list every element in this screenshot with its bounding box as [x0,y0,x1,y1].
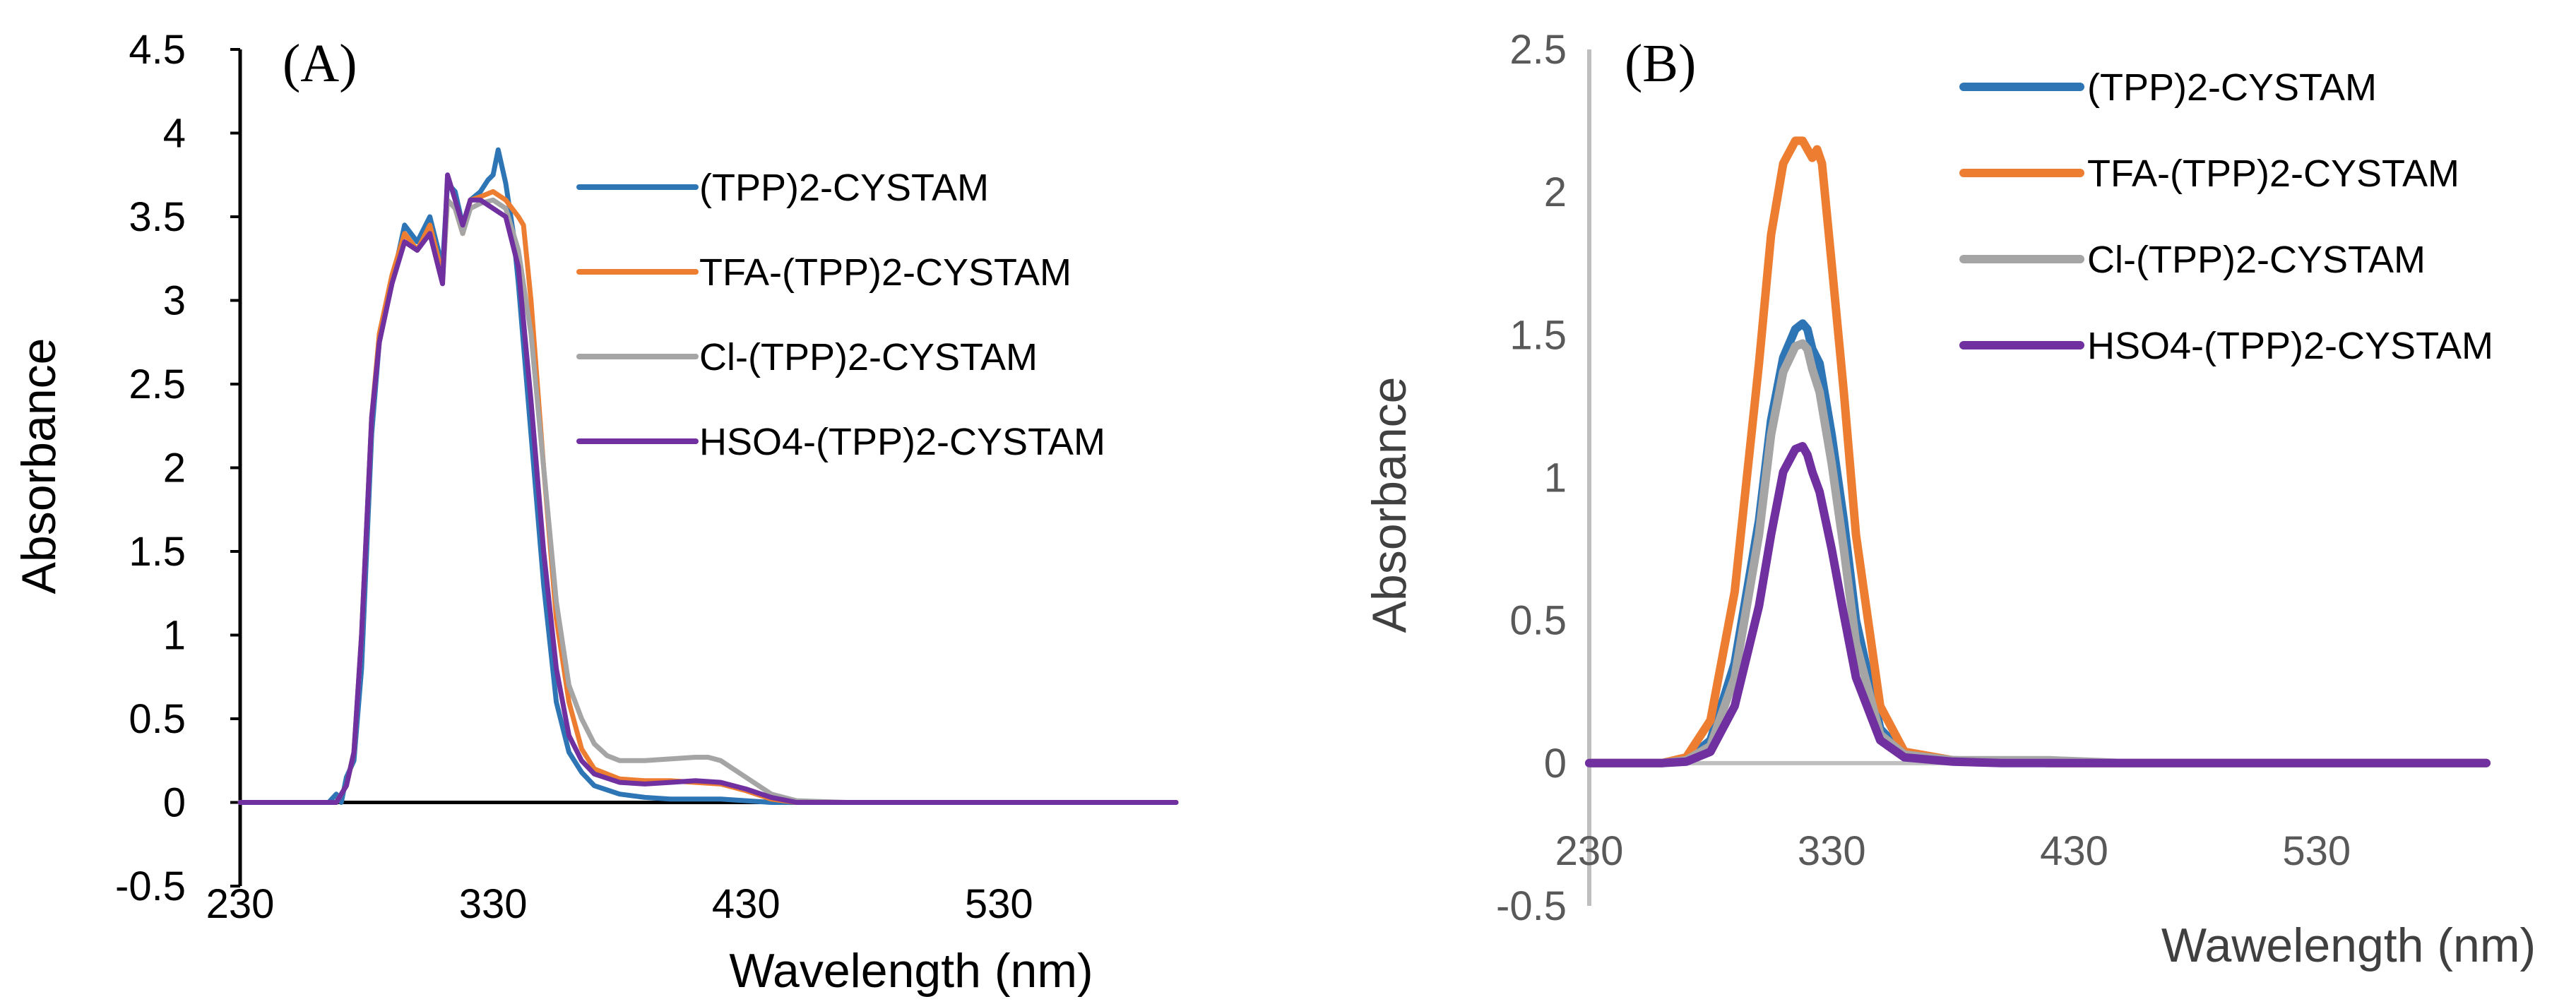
chart-a-x-tick-label: 430 [712,881,780,927]
chart-b-series-line-2 [1585,136,2491,767]
chart-b-series-line-3 [1585,339,2491,767]
chart-a-series [237,147,1179,805]
chart-a-y-tick-label: 1.5 [129,529,186,575]
chart-b-x-tick-label: 230 [1555,828,1624,874]
chart-b-y-tick-label: 1 [1544,455,1567,501]
chart-a-y-tick-label: 0.5 [129,696,186,742]
chart-a-y-tick-label: 3 [163,278,186,324]
chart-a-y-tick-label: 2 [163,446,186,491]
chart-b-legend: (TPP)2-CYSTAM TFA-(TPP)2-CYSTAM Cl-(TPP)2-… [1959,66,2493,367]
chart-b-legend-label-4: HSO4-(TPP)2-CYSTAM [2087,325,2493,367]
chart-a-x-tick-label: 230 [206,881,275,927]
chart-b-x-tick-label: 430 [2040,828,2108,874]
chart-a-legend-label-4: HSO4-(TPP)2-CYSTAM [699,421,1105,463]
chart-a-x-axis-title: Wavelength (nm) [729,944,1093,998]
chart-a: -0.5 0 0.5 1 1.5 2 2.5 3 3.5 4 4.5 230 330 430 530 (TP… [12,27,1179,998]
chart-b-series-line-4 [1585,442,2491,767]
chart-b-y-axis-title: Absorbance [1363,377,1416,633]
chart-a-y-axis-title: Absorbance [12,338,66,594]
chart-a-y-tick-label: 1 [163,613,186,659]
chart-a-y-tick-label: 4.5 [129,27,186,73]
chart-b-x-tick-label: 530 [2282,828,2351,874]
chart-b-x-axis-title: Wawelength (nm) [2161,919,2536,972]
chart-b-y-tick-label: 2.5 [1509,27,1567,73]
chart-b-legend-label-3: Cl-(TPP)2-CYSTAM [2087,239,2426,281]
chart-b-y-tick-label: 1.5 [1509,312,1567,358]
chart-a-legend-label-2: TFA-(TPP)2-CYSTAM [699,251,1072,294]
chart-a-x-tick-label: 330 [459,881,528,927]
chart-a-y-tick-label: 4 [163,111,186,157]
chart-a-y-tick-label: 0 [163,780,186,826]
chart-b-y-tick-label: -0.5 [1496,883,1567,929]
chart-b-series [1585,136,2491,767]
chart-a-series-line-1 [237,147,1179,805]
chart-a-panel-label: (A) [283,34,357,93]
chart-a-y-tick-label: -0.5 [115,863,186,909]
chart-a-y-tick-label: 2.5 [129,361,186,407]
chart-a-legend-label-3: Cl-(TPP)2-CYSTAM [699,336,1038,378]
chart-a-y-tick-label: 3.5 [129,194,186,240]
chart-a-series-line-4 [237,172,1179,805]
chart-b-y-tick-label: 2 [1544,169,1567,215]
chart-b-y-tick-label: 0.5 [1509,598,1567,644]
chart-a-axes: -0.5 0 0.5 1 1.5 2 2.5 3 3.5 4 4.5 230 330 430 530 [115,27,1176,927]
chart-a-legend: (TPP)2-CYSTAM TFA-(TPP)2-CYSTAM Cl-(TPP)2-… [576,167,1105,463]
chart-a-x-tick-label: 530 [965,881,1033,927]
chart-b-x-tick-label: 330 [1798,828,1866,874]
chart-b-y-tick-label: 0 [1544,741,1567,787]
chart-b-legend-label-2: TFA-(TPP)2-CYSTAM [2087,153,2459,195]
chart-b: -0.5 0 0.5 1 1.5 2 2.5 230 330 430 530 (TPP)2-CYST… [1363,27,2536,972]
chart-a-legend-label-1: (TPP)2-CYSTAM [699,167,989,209]
chart-b-legend-label-1: (TPP)2-CYSTAM [2087,66,2377,109]
chart-b-panel-label: (B) [1625,34,1696,93]
